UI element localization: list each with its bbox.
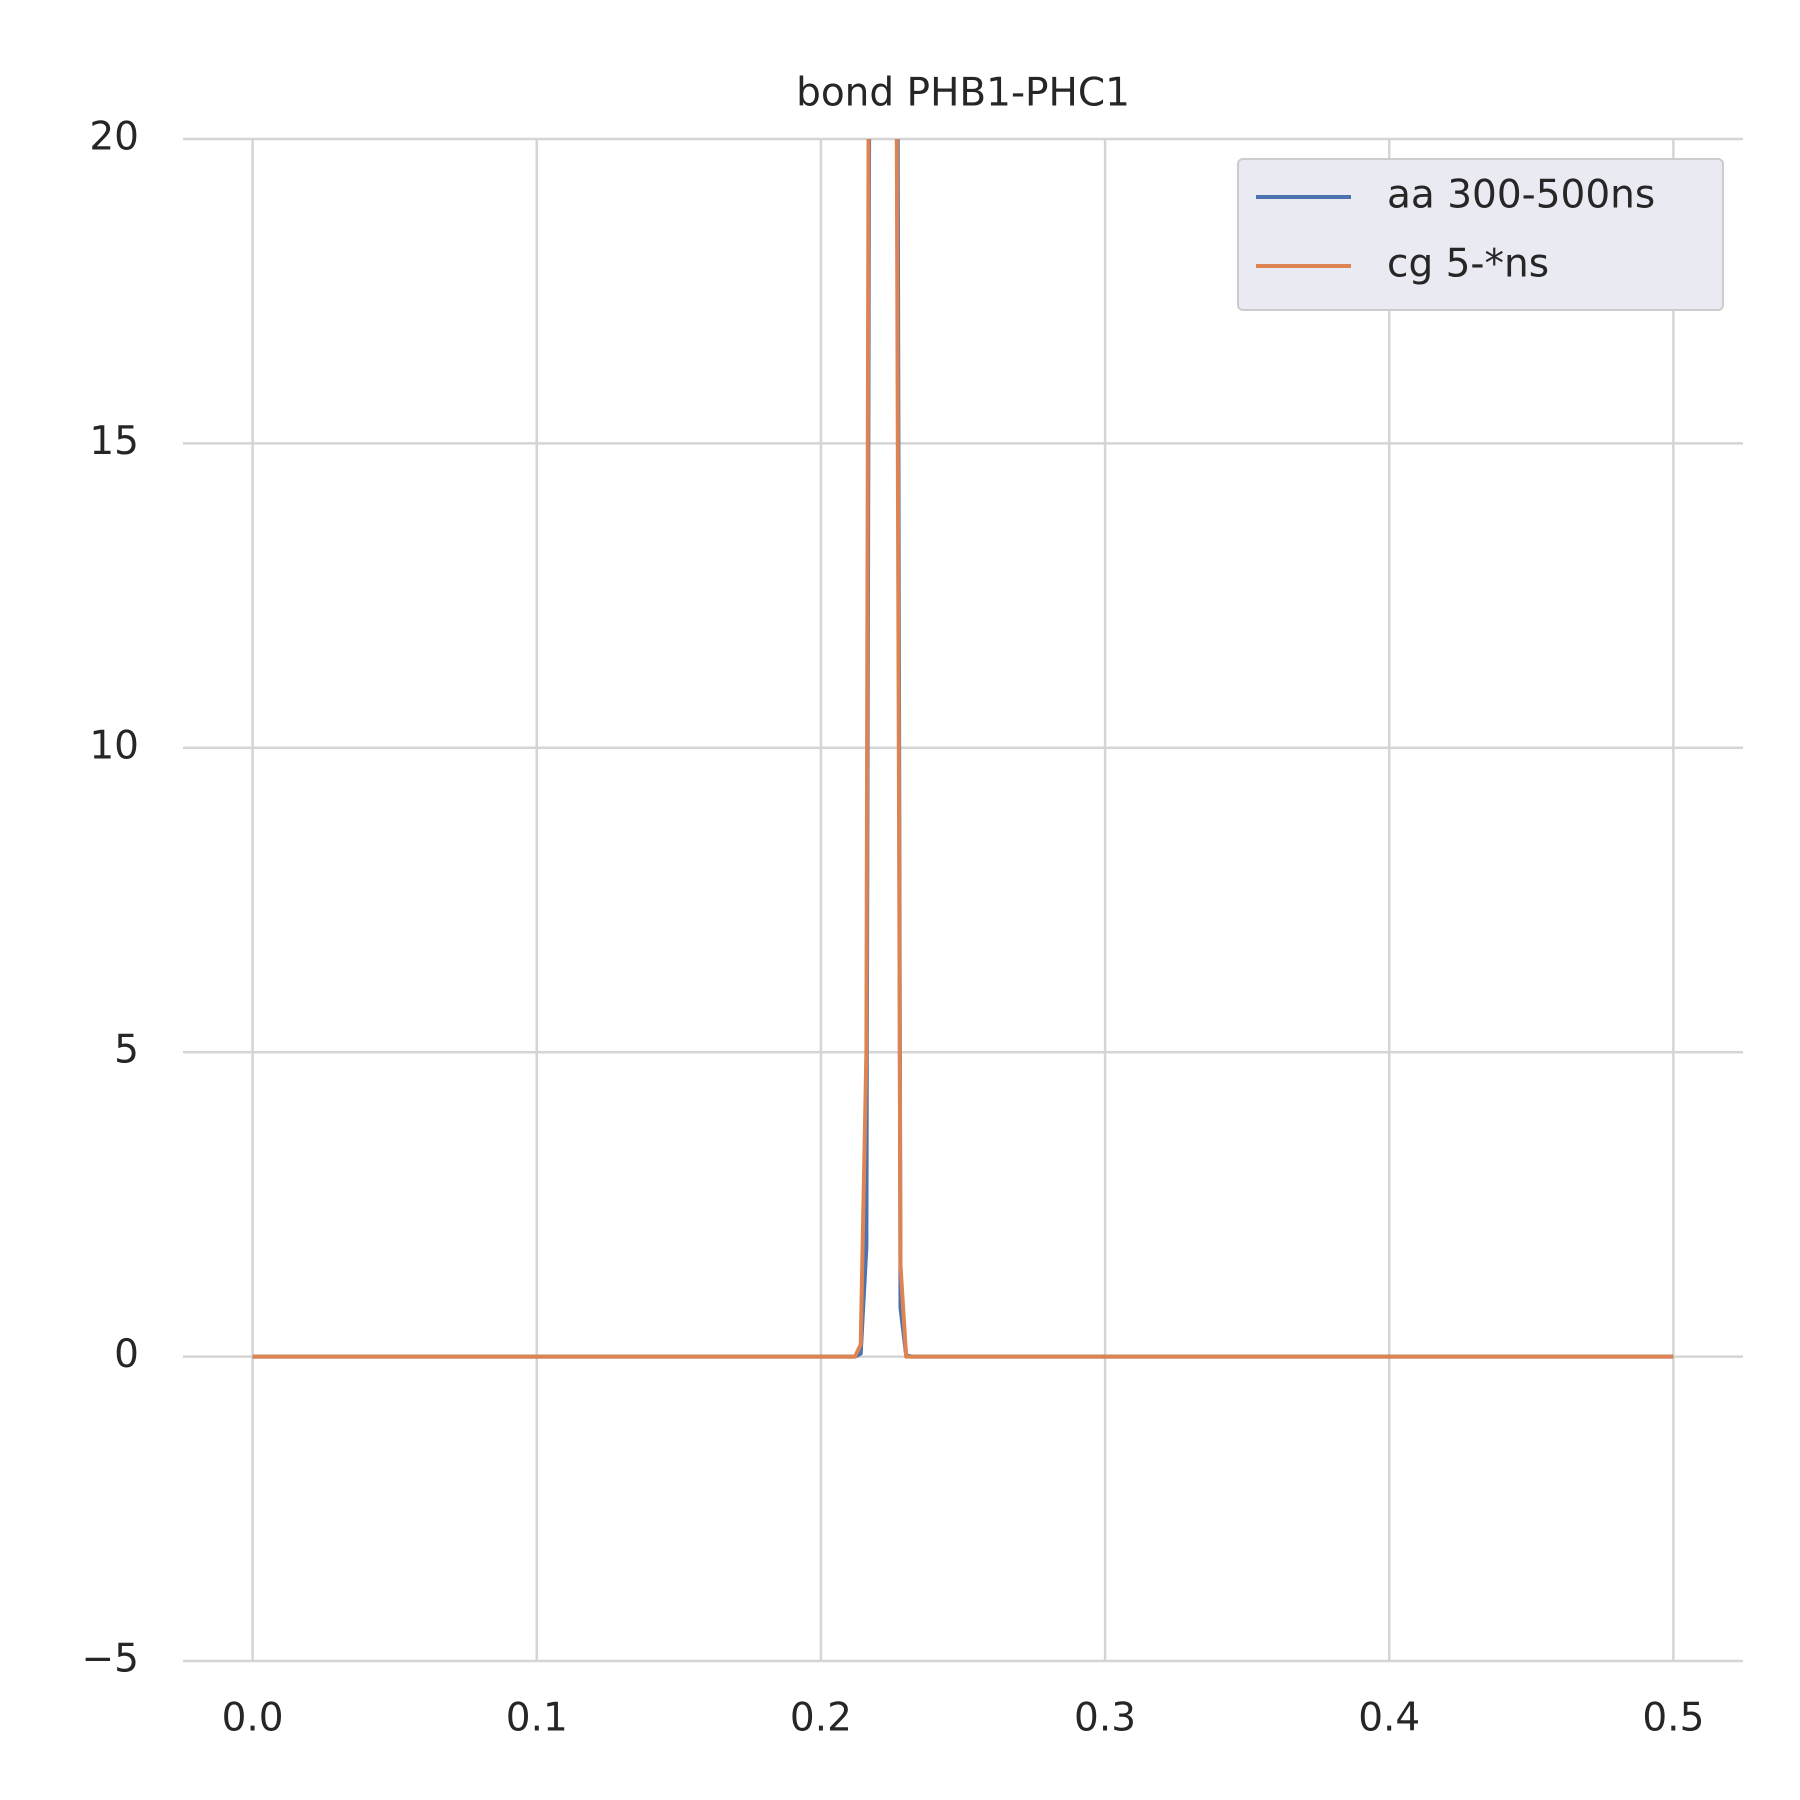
y-tick-label: −5 (82, 1637, 140, 1682)
y-tick-label: 5 (114, 1028, 139, 1073)
series-line (252, 139, 1674, 1359)
y-tick-label: 20 (89, 115, 139, 160)
legend-label: aa 300-500ns (1387, 173, 1655, 218)
x-tick-label: 0.2 (790, 1696, 852, 1741)
plot-area (252, 139, 1674, 1359)
x-tick-label: 0.4 (1358, 1696, 1420, 1741)
y-tick-label: 0 (114, 1332, 139, 1377)
y-tick-label: 15 (89, 419, 139, 464)
x-tick-label: 0.1 (506, 1696, 568, 1741)
legend-box (1237, 158, 1724, 311)
grid (183, 137, 1743, 1663)
x-tick-label: 0.0 (222, 1696, 284, 1741)
x-tick-label: 0.3 (1074, 1696, 1136, 1741)
chart-title: bond PHB1-PHC1 (796, 71, 1130, 116)
legend-label: cg 5-*ns (1387, 242, 1549, 287)
legend: aa 300-500ns cg 5-*ns (1237, 158, 1724, 311)
x-tick-label: 0.5 (1642, 1696, 1704, 1741)
y-tick-label: 10 (89, 723, 139, 768)
